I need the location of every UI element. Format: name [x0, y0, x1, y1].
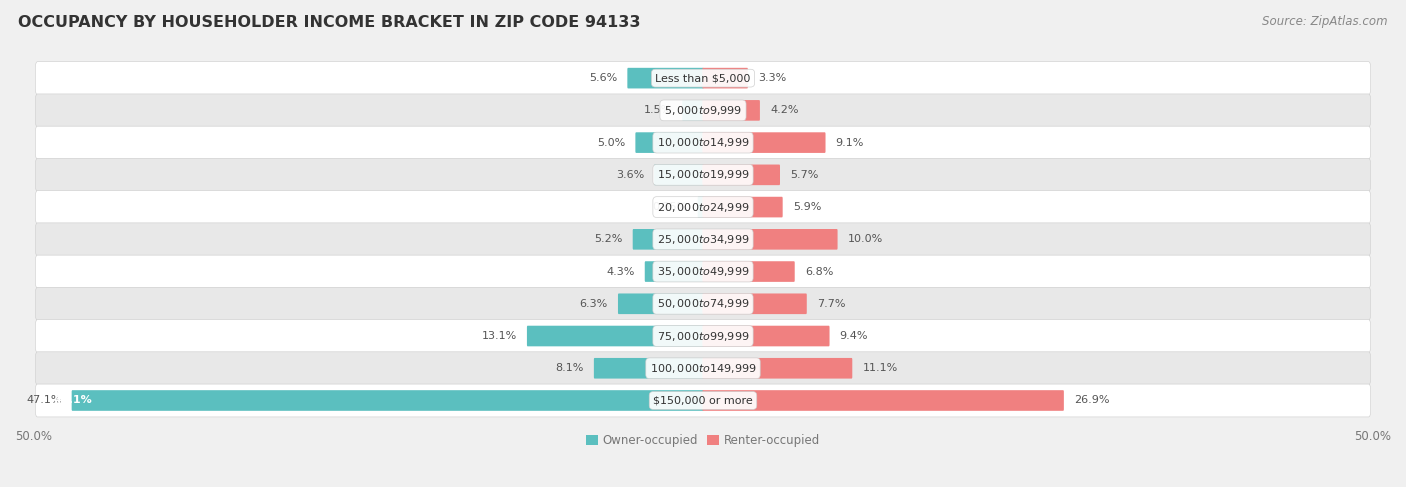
FancyBboxPatch shape	[633, 229, 703, 250]
FancyBboxPatch shape	[527, 326, 703, 346]
Text: $150,000 or more: $150,000 or more	[654, 395, 752, 406]
Text: 5.2%: 5.2%	[595, 234, 623, 244]
Text: $100,000 to $149,999: $100,000 to $149,999	[650, 362, 756, 375]
FancyBboxPatch shape	[593, 358, 703, 378]
Text: $25,000 to $34,999: $25,000 to $34,999	[657, 233, 749, 246]
FancyBboxPatch shape	[703, 197, 783, 217]
FancyBboxPatch shape	[35, 158, 1371, 191]
Text: OCCUPANCY BY HOUSEHOLDER INCOME BRACKET IN ZIP CODE 94133: OCCUPANCY BY HOUSEHOLDER INCOME BRACKET …	[18, 15, 641, 30]
Text: 47.1%: 47.1%	[53, 395, 93, 406]
Text: 10.0%: 10.0%	[848, 234, 883, 244]
FancyBboxPatch shape	[703, 358, 852, 378]
FancyBboxPatch shape	[35, 94, 1371, 127]
Text: 5.6%: 5.6%	[589, 73, 617, 83]
FancyBboxPatch shape	[703, 132, 825, 153]
Text: 9.4%: 9.4%	[839, 331, 868, 341]
FancyBboxPatch shape	[682, 100, 703, 121]
Legend: Owner-occupied, Renter-occupied: Owner-occupied, Renter-occupied	[581, 430, 825, 452]
Text: 13.1%: 13.1%	[482, 331, 517, 341]
FancyBboxPatch shape	[703, 68, 748, 89]
FancyBboxPatch shape	[703, 100, 759, 121]
FancyBboxPatch shape	[35, 255, 1371, 288]
Text: $35,000 to $49,999: $35,000 to $49,999	[657, 265, 749, 278]
Text: 3.3%: 3.3%	[758, 73, 786, 83]
FancyBboxPatch shape	[703, 390, 1064, 411]
Text: $15,000 to $19,999: $15,000 to $19,999	[657, 169, 749, 181]
Text: $10,000 to $14,999: $10,000 to $14,999	[657, 136, 749, 149]
Text: 1.5%: 1.5%	[644, 105, 672, 115]
FancyBboxPatch shape	[35, 223, 1371, 256]
Text: 8.1%: 8.1%	[555, 363, 583, 373]
Text: 0.35%: 0.35%	[652, 202, 688, 212]
FancyBboxPatch shape	[72, 390, 703, 411]
FancyBboxPatch shape	[35, 287, 1371, 320]
Text: 5.0%: 5.0%	[598, 138, 626, 148]
FancyBboxPatch shape	[627, 68, 703, 89]
Text: 3.6%: 3.6%	[616, 170, 644, 180]
Text: 4.3%: 4.3%	[606, 266, 634, 277]
Text: Less than $5,000: Less than $5,000	[655, 73, 751, 83]
Text: 6.3%: 6.3%	[579, 299, 607, 309]
Text: 26.9%: 26.9%	[1074, 395, 1109, 406]
Text: $50,000 to $74,999: $50,000 to $74,999	[657, 297, 749, 310]
FancyBboxPatch shape	[35, 62, 1371, 94]
Text: 47.1%: 47.1%	[27, 395, 62, 406]
Text: 7.7%: 7.7%	[817, 299, 845, 309]
FancyBboxPatch shape	[703, 261, 794, 282]
FancyBboxPatch shape	[703, 229, 838, 250]
Text: 11.1%: 11.1%	[862, 363, 897, 373]
FancyBboxPatch shape	[35, 319, 1371, 353]
Text: 4.2%: 4.2%	[770, 105, 799, 115]
Text: Source: ZipAtlas.com: Source: ZipAtlas.com	[1263, 15, 1388, 28]
Text: 9.1%: 9.1%	[835, 138, 863, 148]
FancyBboxPatch shape	[697, 197, 703, 217]
FancyBboxPatch shape	[35, 190, 1371, 224]
Text: $75,000 to $99,999: $75,000 to $99,999	[657, 330, 749, 342]
Text: $20,000 to $24,999: $20,000 to $24,999	[657, 201, 749, 214]
Text: 6.8%: 6.8%	[804, 266, 834, 277]
Text: 5.9%: 5.9%	[793, 202, 821, 212]
FancyBboxPatch shape	[703, 294, 807, 314]
FancyBboxPatch shape	[35, 384, 1371, 417]
FancyBboxPatch shape	[703, 165, 780, 185]
Text: $5,000 to $9,999: $5,000 to $9,999	[664, 104, 742, 117]
FancyBboxPatch shape	[636, 132, 703, 153]
FancyBboxPatch shape	[35, 352, 1371, 385]
FancyBboxPatch shape	[703, 326, 830, 346]
FancyBboxPatch shape	[35, 126, 1371, 159]
FancyBboxPatch shape	[645, 261, 703, 282]
Text: 5.7%: 5.7%	[790, 170, 818, 180]
FancyBboxPatch shape	[619, 294, 703, 314]
FancyBboxPatch shape	[654, 165, 703, 185]
